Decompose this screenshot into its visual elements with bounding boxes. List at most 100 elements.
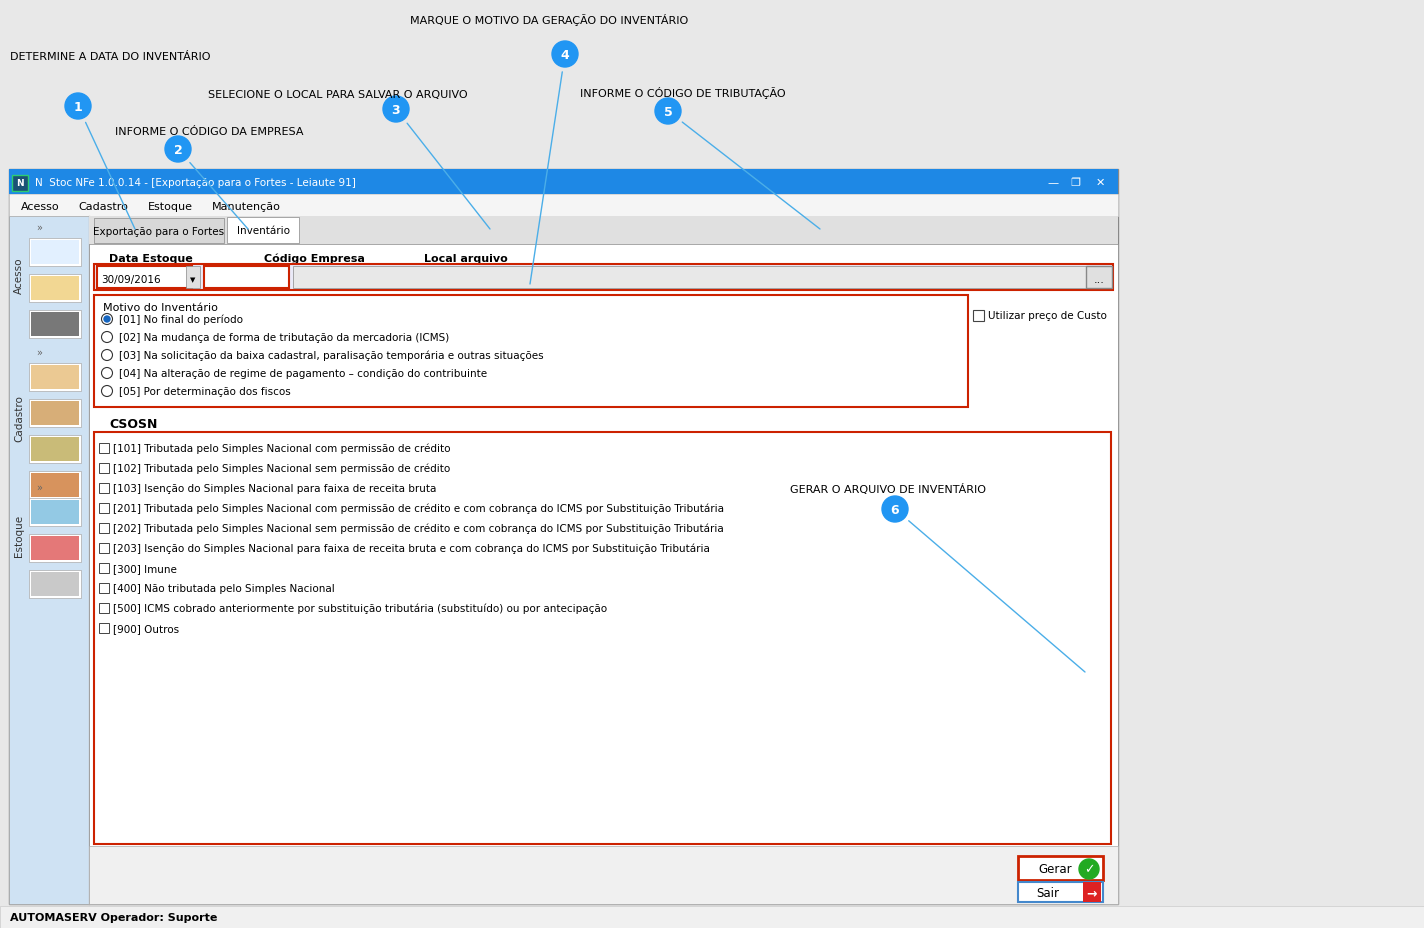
Bar [31, 536, 78, 561]
Text: CSOSN: CSOSN [110, 418, 158, 431]
Bar [100, 563, 110, 574]
Bar [31, 437, 78, 461]
Text: Data Estoque: Data Estoque [110, 253, 192, 264]
Text: 3: 3 [392, 103, 400, 116]
Bar [88, 846, 1118, 904]
Bar [100, 584, 110, 593]
Bar [94, 219, 224, 244]
Text: Motivo do Inventário: Motivo do Inventário [103, 303, 218, 313]
Text: Código Empresa: Código Empresa [263, 253, 365, 264]
Bar [100, 463, 110, 473]
Bar [28, 311, 81, 339]
Bar [1084, 882, 1101, 902]
Text: ▼: ▼ [191, 277, 195, 283]
Text: »: » [36, 483, 41, 493]
Bar [31, 473, 78, 497]
Text: [05] Por determinação dos fiscos: [05] Por determinação dos fiscos [120, 387, 290, 396]
Text: [900] Outros: [900] Outros [112, 624, 179, 633]
Circle shape [101, 368, 112, 380]
Bar [94, 296, 968, 407]
Text: 30/09/2016: 30/09/2016 [101, 275, 161, 285]
Bar [28, 238, 81, 266]
Bar [88, 245, 1118, 904]
Text: INFORME O CÓDIGO DE TRIBUTAÇÃO: INFORME O CÓDIGO DE TRIBUTAÇÃO [580, 87, 786, 99]
Text: DETERMINE A DATA DO INVENTÁRIO: DETERMINE A DATA DO INVENTÁRIO [10, 52, 211, 62]
Text: Acesso: Acesso [21, 201, 60, 212]
Text: Estoque: Estoque [148, 201, 194, 212]
Bar [9, 170, 1118, 904]
Circle shape [881, 496, 909, 522]
Text: [500] ICMS cobrado anteriormente por substituição tributária (substituído) ou po: [500] ICMS cobrado anteriormente por sub… [112, 603, 607, 613]
Bar [100, 544, 110, 553]
Text: 1: 1 [74, 100, 83, 113]
Text: 2: 2 [174, 143, 182, 156]
Circle shape [165, 136, 191, 162]
Text: ✓: ✓ [1084, 862, 1094, 875]
Circle shape [66, 94, 91, 120]
Bar [31, 366, 78, 390]
Bar [100, 603, 110, 613]
Bar [94, 432, 1111, 844]
Bar [28, 498, 81, 526]
Bar [28, 275, 81, 303]
Text: GERAR O ARQUIVO DE INVENTÁRIO: GERAR O ARQUIVO DE INVENTÁRIO [790, 484, 985, 495]
Bar [31, 573, 78, 597]
Text: 6: 6 [890, 503, 900, 516]
Bar [226, 218, 299, 244]
Text: SELECIONE O LOCAL PARA SALVAR O ARQUIVO: SELECIONE O LOCAL PARA SALVAR O ARQUIVO [208, 90, 467, 100]
Text: [103] Isenção do Simples Nacional para faixa de receita bruta: [103] Isenção do Simples Nacional para f… [112, 483, 436, 494]
Text: —: — [1048, 178, 1058, 187]
Bar [28, 364, 81, 392]
Text: [400] Não tributada pelo Simples Nacional: [400] Não tributada pelo Simples Naciona… [112, 584, 335, 593]
Text: Local arquivo: Local arquivo [424, 253, 508, 264]
Circle shape [101, 350, 112, 361]
Text: Gerar: Gerar [1038, 862, 1072, 875]
Circle shape [104, 316, 110, 323]
Text: Cadastro: Cadastro [78, 201, 128, 212]
Circle shape [383, 97, 409, 122]
Text: N  Stoc NFe 1.0.0.14 - [Exportação para o Fortes - Leiaute 91]: N Stoc NFe 1.0.0.14 - [Exportação para o… [36, 178, 356, 187]
Bar [0, 906, 1424, 928]
Bar [31, 402, 78, 426]
Bar [31, 313, 78, 337]
Bar [1018, 882, 1104, 902]
Text: 4: 4 [561, 48, 570, 61]
Circle shape [553, 42, 578, 68]
Circle shape [101, 315, 112, 325]
Bar [204, 266, 289, 289]
Bar [31, 240, 78, 264]
Text: INFORME O CÓDIGO DA EMPRESA: INFORME O CÓDIGO DA EMPRESA [115, 127, 303, 136]
Circle shape [101, 332, 112, 343]
Text: [203] Isenção do Simples Nacional para faixa de receita bruta e com cobrança do : [203] Isenção do Simples Nacional para f… [112, 543, 711, 554]
Text: [201] Tributada pelo Simples Nacional com permissão de crédito e com cobrança do: [201] Tributada pelo Simples Nacional co… [112, 503, 723, 514]
Text: Exportação para o Fortes: Exportação para o Fortes [94, 226, 225, 237]
Text: [102] Tributada pelo Simples Nacional sem permissão de crédito: [102] Tributada pelo Simples Nacional se… [112, 463, 450, 473]
Bar [100, 504, 110, 513]
Bar [28, 471, 81, 499]
Text: [04] Na alteração de regime de pagamento – condição do contribuinte: [04] Na alteração de regime de pagamento… [120, 368, 487, 379]
Bar [9, 170, 1118, 195]
Bar [31, 500, 78, 524]
Text: [01] No final do período: [01] No final do período [120, 315, 244, 325]
Bar [9, 217, 88, 904]
Bar [28, 535, 81, 562]
Text: AUTOMASERV Operador: Suporte: AUTOMASERV Operador: Suporte [10, 912, 218, 922]
Text: [02] Na mudança de forma de tributação da mercadoria (ICMS): [02] Na mudança de forma de tributação d… [120, 332, 449, 342]
Text: Cadastro: Cadastro [14, 395, 24, 442]
Bar [28, 435, 81, 463]
Text: ✕: ✕ [1095, 178, 1105, 187]
Text: [202] Tributada pelo Simples Nacional sem permissão de crédito e com cobrança do: [202] Tributada pelo Simples Nacional se… [112, 523, 723, 534]
Text: Inventário: Inventário [236, 226, 289, 236]
Circle shape [101, 386, 112, 397]
Bar [187, 266, 199, 289]
Text: ...: ... [1094, 275, 1105, 285]
Text: ❐: ❐ [1069, 178, 1079, 187]
Bar [28, 400, 81, 428]
Text: Sair: Sair [1037, 886, 1059, 899]
Text: [101] Tributada pelo Simples Nacional com permissão de crédito: [101] Tributada pelo Simples Nacional co… [112, 444, 450, 454]
Text: [300] Imune: [300] Imune [112, 563, 177, 574]
Text: →: → [1087, 886, 1098, 899]
Text: N: N [16, 179, 24, 188]
Text: 5: 5 [664, 106, 672, 119]
Bar [293, 266, 1106, 289]
